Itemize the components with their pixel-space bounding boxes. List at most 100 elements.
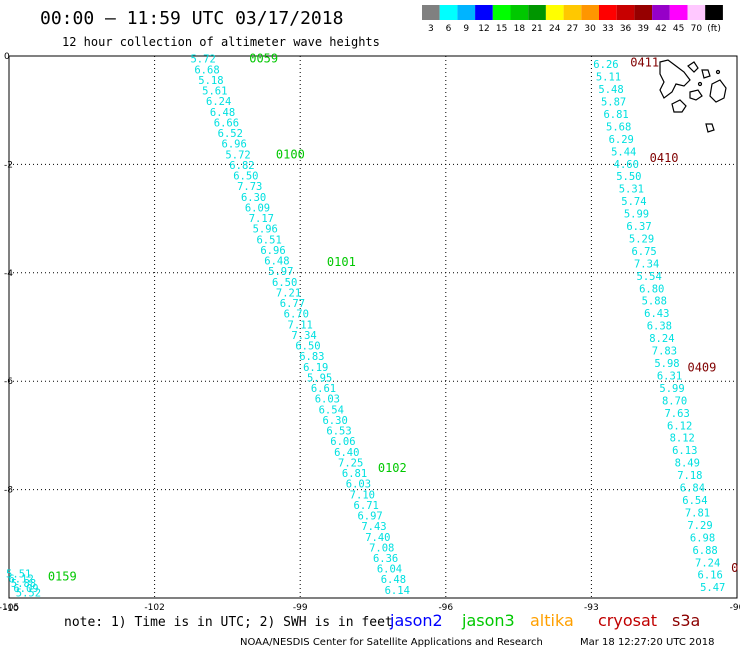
legend-swatch — [563, 5, 582, 20]
wave-height-value: 6.04 — [377, 564, 402, 576]
legend-swatch — [687, 5, 706, 20]
grid — [9, 56, 737, 598]
legend-label: 3 — [428, 24, 434, 34]
legend-label: 30 — [584, 24, 596, 34]
legend-label: 6 — [446, 24, 452, 34]
wave-height-value: 6.70 — [284, 309, 309, 321]
wave-height-value: 5.99 — [624, 209, 649, 221]
wave-height-value: 5.31 — [619, 184, 644, 196]
wave-height-value: 5.87 — [601, 96, 626, 108]
wave-height-value: 5.95 — [307, 372, 332, 384]
legend-label: 21 — [531, 24, 542, 34]
wave-height-value: 6.48 — [381, 574, 406, 586]
wave-height-value: 6.38 — [647, 321, 672, 333]
x-tick-label: -96 — [438, 603, 453, 613]
wave-height-value: 6.97 — [357, 511, 382, 523]
wave-height-value: 5.29 — [629, 233, 654, 245]
wave-height-value: 5.54 — [637, 271, 662, 283]
map-title: 00:00 – 11:59 UTC 03/17/2018 — [40, 8, 343, 29]
wave-height-value: 6.98 — [690, 532, 715, 544]
axis-ticks: -105 -102 -99 -96 -93 -90 0 -2 -4 -6 -8 -10 — [0, 52, 740, 614]
legend-swatch — [510, 5, 529, 20]
time-label: 0059 — [249, 52, 278, 66]
wave-height-value: 7.34 — [291, 330, 316, 342]
wave-height-value: 7.43 — [361, 521, 386, 533]
wave-height-value: 6.30 — [322, 415, 347, 427]
wave-height-value: 6.83 — [299, 351, 324, 363]
wave-height-value: 6.66 — [214, 117, 239, 129]
wave-height-value: 8.24 — [649, 333, 674, 345]
legend-label: 36 — [620, 24, 632, 34]
time-label: 0 — [731, 561, 738, 575]
legend-label: 9 — [463, 24, 469, 34]
x-tick-label: -102 — [144, 603, 164, 613]
wave-height-value: 6.75 — [631, 246, 656, 258]
legend-swatch — [439, 5, 458, 20]
wave-height-value: 5.72 — [190, 54, 215, 66]
legend-swatch — [705, 5, 723, 20]
wave-height-value: 6.52 — [218, 128, 243, 140]
x-tick-label: -99 — [293, 603, 308, 613]
legend-swatch — [581, 5, 599, 20]
wave-height-value: 6.36 — [373, 553, 398, 565]
legend-label: 70 — [691, 24, 703, 34]
legend-swatch — [475, 5, 493, 20]
wave-height-value: 7.63 — [664, 408, 689, 420]
wave-height-value: 6.80 — [639, 283, 664, 295]
footer-note: note: 1) Time is in UTC; 2) SWH is in fe… — [64, 615, 393, 630]
y-tick-label: -2 — [4, 160, 13, 170]
wave-height-value: 5.50 — [616, 171, 641, 183]
legend-label: 18 — [514, 24, 526, 34]
wave-height-value: 6.31 — [657, 370, 682, 382]
wave-height-value: 5.88 — [11, 578, 36, 590]
wave-height-value: 8.49 — [675, 458, 700, 470]
wave-height-value: 7.18 — [677, 470, 702, 482]
time-label: 0409 — [687, 361, 716, 375]
wave-height-value: 7.81 — [685, 507, 710, 519]
legend-swatch — [528, 5, 546, 20]
wave-height-value: 6.54 — [319, 404, 344, 416]
legend-label: 42 — [655, 24, 666, 34]
legend-label: 27 — [567, 24, 578, 34]
x-tick-label: -105 — [0, 603, 19, 613]
wave-height-value: 6.81 — [342, 468, 367, 480]
time-label: 0101 — [327, 255, 356, 269]
wave-height-value: 6.81 — [603, 109, 628, 121]
wave-height-value: 7.11 — [288, 319, 313, 331]
wave-height-value: 6.14 — [385, 585, 410, 597]
wave-height-value: 6.82 — [229, 160, 254, 172]
wave-height-value: 6.84 — [680, 483, 705, 495]
wave-height-value: 6.50 — [233, 171, 258, 183]
wave-height-value: 6.03 — [315, 394, 340, 406]
wave-height-value: 6.96 — [260, 245, 285, 257]
legend-label: 39 — [638, 24, 650, 34]
wave-height-value: 6.37 — [626, 221, 651, 233]
wave-height-value: 6.48 — [210, 107, 235, 119]
legend-swatch — [634, 5, 653, 20]
wave-height-value: 6.09 — [13, 583, 38, 595]
wave-height-value: 7.21 — [276, 287, 301, 299]
wave-height-value: 5.88 — [642, 296, 667, 308]
wave-height-value: 5.74 — [621, 196, 646, 208]
legend-label: (ft) — [707, 24, 721, 34]
wave-height-value: 5.72 — [225, 149, 250, 161]
altimeter-tracks: 5.726.685.185.616.246.486.666.526.965.72… — [6, 52, 738, 600]
satellite-name-jason3: jason3 — [461, 611, 515, 630]
wave-height-value: 8.12 — [670, 433, 695, 445]
wave-height-value: 7.25 — [338, 457, 363, 469]
y-tick-label: -4 — [4, 269, 13, 279]
wave-height-value: 6.26 — [593, 59, 618, 71]
wave-height-value: 7.24 — [695, 557, 720, 569]
track-cryosat: 6.265.115.485.876.815.686.295.444.605.50… — [593, 56, 738, 595]
wave-height-value: 5.61 — [202, 86, 227, 98]
wave-height-value: 6.61 — [311, 383, 336, 395]
satellite-name-jason2: jason2 — [389, 611, 443, 630]
wave-height-value: 6.50 — [272, 277, 297, 289]
legend-swatch — [492, 5, 511, 20]
x-tick-label: -90 — [730, 603, 740, 613]
wave-height-value: 6.54 — [682, 495, 707, 507]
legend-label: 45 — [673, 24, 684, 34]
wave-height-value: 6.12 — [667, 420, 692, 432]
wave-height-value: 7.83 — [652, 346, 677, 358]
legend-label: 12 — [478, 24, 489, 34]
